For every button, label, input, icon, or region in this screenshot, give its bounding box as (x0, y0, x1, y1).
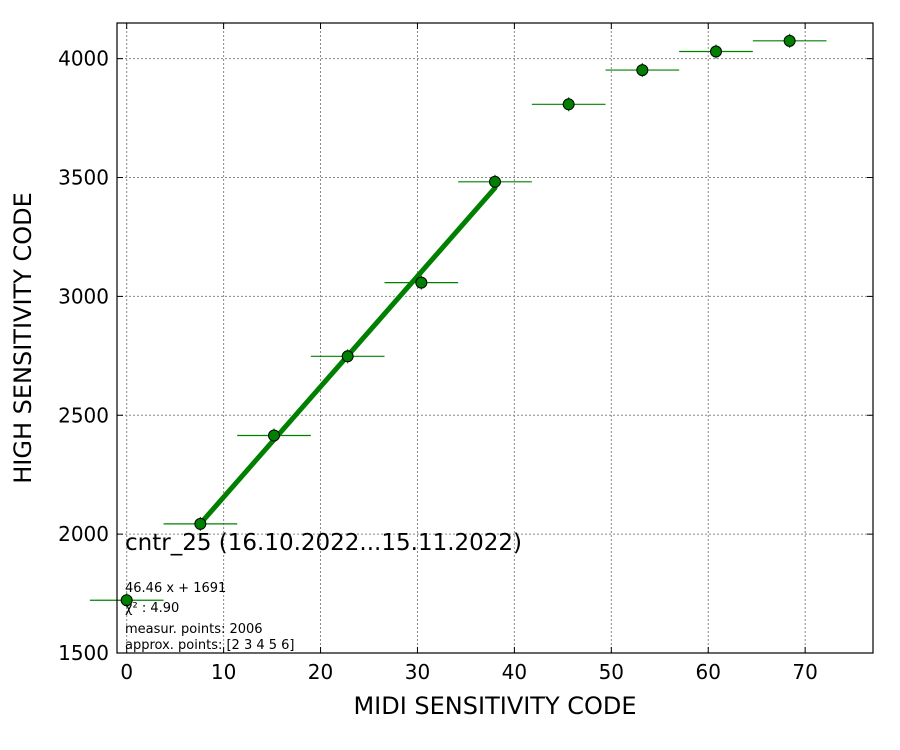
data-point (341, 350, 354, 363)
x-tick-label: 0 (120, 660, 133, 684)
y-tick-label: 1500 (58, 641, 109, 665)
x-tick-label: 20 (308, 660, 333, 684)
plot-area-frame (116, 22, 874, 654)
data-point (194, 517, 207, 530)
x-tick-label: 70 (792, 660, 817, 684)
annotation-chi2: χ² : 4.90 (125, 601, 179, 616)
y-tick-label: 3000 (58, 284, 109, 308)
y-axis-label: HIGH SENSITIVITY CODE (9, 192, 37, 484)
x-tick-label: 10 (211, 660, 236, 684)
y-tick-label: 2500 (58, 403, 109, 427)
y-tick-label: 4000 (58, 47, 109, 71)
grid (117, 23, 873, 653)
ticks: 0 10 20 30 40 50 60 70 1500 2000 2500 3000 3500 4000 (58, 23, 873, 684)
annotation-measur-points: measur. points: 2006 (125, 622, 263, 637)
annotation-approx-points: approx. points: [2 3 4 5 6] (125, 638, 295, 653)
data-point (268, 429, 281, 442)
x-tick-label: 50 (599, 660, 624, 684)
annotation-title: cntr_25 (16.10.2022...15.11.2022) (125, 530, 522, 556)
data-point (489, 175, 501, 188)
x-tick-label: 40 (502, 660, 527, 684)
data-point (709, 45, 722, 58)
data-point (783, 34, 796, 47)
data-points (120, 34, 796, 607)
x-axis-label: MIDI SENSITIVITY CODE (353, 692, 636, 720)
data-point (562, 98, 575, 111)
data-point (120, 594, 133, 607)
data-point (636, 64, 649, 77)
x-tick-label: 30 (405, 660, 430, 684)
data-point (415, 276, 428, 289)
x-tick-label: 60 (696, 660, 721, 684)
y-tick-label: 3500 (58, 166, 109, 190)
annotation-fit: 46.46 x + 1691 (125, 581, 226, 596)
y-tick-label: 2000 (58, 522, 109, 546)
